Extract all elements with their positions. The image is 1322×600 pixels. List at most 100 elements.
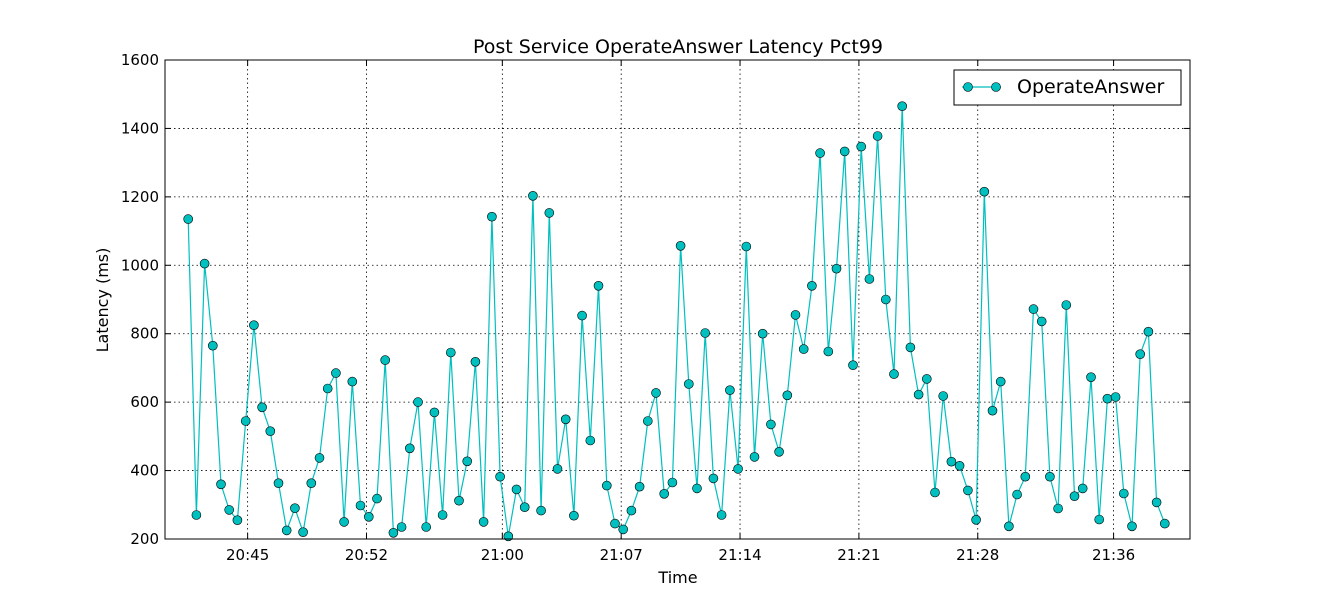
data-point [651, 388, 661, 398]
data-point [404, 443, 415, 454]
x-tick-label: 20:45 [226, 546, 269, 564]
data-point [642, 416, 653, 426]
y-tick-label: 400 [130, 462, 159, 480]
y-tick-label: 600 [130, 393, 159, 411]
data-point [963, 485, 973, 496]
data-point [273, 478, 284, 489]
data-point [634, 481, 645, 492]
data-point [733, 464, 743, 474]
data-point [413, 397, 423, 407]
data-point [1151, 497, 1162, 508]
x-tick-label: 21:00 [481, 546, 524, 564]
data-point [782, 390, 793, 401]
data-point [183, 214, 193, 224]
data-point [1143, 326, 1154, 337]
x-tick-label: 21:28 [956, 546, 999, 564]
series-operateanswer [183, 101, 1170, 542]
plot-frame [164, 59, 1191, 540]
y-tick-label: 1000 [121, 256, 159, 274]
data-point [511, 484, 522, 495]
data-point [675, 241, 686, 251]
data-point [388, 527, 399, 538]
data-point [240, 416, 251, 426]
data-point [725, 385, 735, 396]
data-point [1127, 521, 1137, 532]
data-point [913, 389, 924, 400]
data-point [1053, 503, 1063, 514]
data-point [659, 488, 670, 499]
data-point [766, 419, 776, 430]
data-point [1061, 300, 1072, 310]
data-point [995, 376, 1006, 387]
y-tick-label: 1400 [121, 119, 159, 137]
data-point [495, 471, 505, 482]
data-point [265, 426, 276, 437]
data-point [363, 511, 374, 522]
data-point [232, 515, 243, 526]
data-point [774, 446, 784, 457]
data-point [938, 391, 949, 401]
data-point [380, 355, 391, 365]
data-point [478, 517, 489, 527]
data-point [889, 369, 899, 379]
grid [165, 60, 1190, 539]
data-point [856, 141, 867, 152]
data-point [1102, 393, 1113, 404]
data-point [930, 487, 940, 498]
data-point [544, 208, 555, 218]
data-point [979, 186, 990, 197]
data-point [839, 146, 850, 157]
data-point [339, 517, 349, 527]
data-point [1012, 489, 1022, 500]
data-point [191, 510, 202, 520]
data-point [355, 500, 366, 511]
data-point [1160, 518, 1170, 529]
x-axis-ticks: 20:45 20:52 21:00 21:07 21:14 21:21 21:28 21:36 [226, 60, 1135, 564]
data-point [1135, 349, 1145, 360]
data-point [601, 480, 612, 491]
data-point [757, 328, 768, 339]
data-point [905, 342, 916, 353]
data-point [331, 368, 341, 378]
data-point [560, 414, 571, 425]
data-point [306, 478, 317, 489]
data-point [421, 522, 432, 532]
data-point [569, 510, 579, 521]
data-point [1094, 514, 1104, 525]
data-point [1119, 488, 1129, 499]
data-point [257, 402, 267, 413]
data-point [322, 383, 333, 394]
x-tick-label: 21:36 [1092, 546, 1135, 564]
data-point [372, 493, 382, 504]
data-point [470, 356, 481, 367]
data-point [437, 510, 448, 520]
data-point [536, 505, 546, 516]
data-point [1020, 471, 1031, 482]
y-tick-label: 1200 [121, 188, 159, 206]
data-point [815, 148, 825, 158]
data-point [519, 502, 530, 513]
y-tick-label: 800 [130, 325, 159, 343]
data-point [314, 453, 325, 463]
data-point [487, 211, 497, 222]
data-point [823, 346, 834, 357]
data-point [1045, 471, 1055, 482]
data-point [1028, 304, 1039, 314]
data-point [1086, 372, 1096, 383]
data-point [683, 379, 694, 389]
data-point [848, 360, 858, 371]
data-point [716, 510, 727, 520]
data-point [872, 131, 883, 141]
x-axis-title: Time [657, 568, 697, 587]
data-point [1077, 483, 1088, 494]
x-tick-label: 21:21 [837, 546, 880, 564]
legend-marker [963, 82, 973, 92]
data-point [445, 347, 456, 358]
data-point [577, 310, 587, 321]
data-point [741, 241, 752, 252]
data-point [897, 101, 908, 111]
data-point [462, 456, 473, 467]
data-point [281, 525, 292, 536]
data-point [831, 263, 842, 274]
